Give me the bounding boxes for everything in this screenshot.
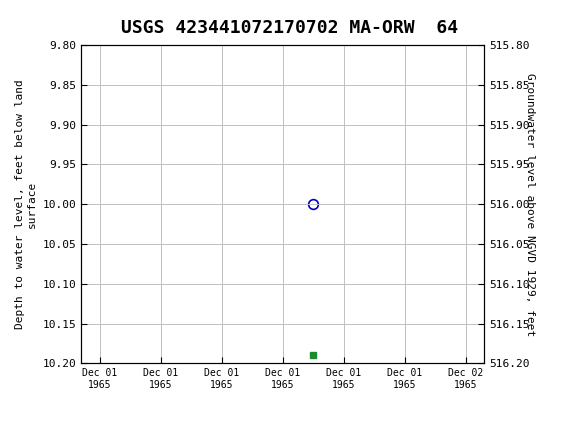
Y-axis label: Depth to water level, feet below land
surface: Depth to water level, feet below land su… (16, 80, 37, 329)
Text: USGS 423441072170702 MA-ORW  64: USGS 423441072170702 MA-ORW 64 (121, 19, 459, 37)
Y-axis label: Groundwater level above NGVD 1929, feet: Groundwater level above NGVD 1929, feet (525, 73, 535, 336)
Text: ≡USGS: ≡USGS (12, 8, 88, 27)
